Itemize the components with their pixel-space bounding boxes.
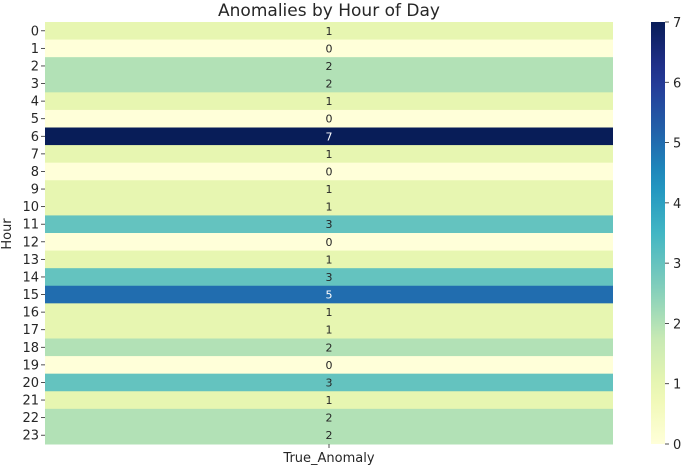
cell-value-label: 0 (326, 359, 333, 372)
y-tick-label: 11 (22, 218, 39, 233)
cell-value-label: 2 (326, 78, 333, 91)
y-tick-label: 19 (22, 358, 39, 373)
y-tick-label: 0 (31, 24, 39, 39)
y-tick-label: 23 (22, 429, 39, 444)
cell-value-label: 3 (326, 271, 333, 284)
heatmap-cell-hour-3 (45, 74, 613, 93)
colorbar-tick-label: 2 (673, 317, 681, 332)
heatmap-cell-hour-12 (45, 233, 613, 252)
cell-value-label: 1 (326, 201, 333, 214)
colorbar (651, 22, 665, 444)
y-tick-label: 22 (22, 411, 39, 426)
colorbar-tick-label: 4 (673, 197, 681, 212)
y-tick-label: 2 (31, 59, 39, 74)
colorbar-ticks: 0 1 2 3 4 5 6 7 (665, 16, 681, 453)
colorbar-tick-label: 1 (673, 378, 681, 393)
y-tick-label: 15 (22, 288, 39, 303)
y-tick-label: 12 (22, 235, 39, 250)
y-tick-label: 20 (22, 376, 39, 391)
y-tick-label: 4 (31, 95, 39, 110)
heatmap-cell-hour-16 (45, 303, 613, 322)
cell-value-label: 2 (326, 412, 333, 425)
cell-value-label: 1 (326, 148, 333, 161)
y-tick-label: 7 (31, 147, 39, 162)
cell-value-label: 1 (326, 324, 333, 337)
heatmap-cell-hour-4 (45, 92, 613, 111)
heatmap-cell-hour-21 (45, 391, 613, 410)
y-tick-label: 17 (22, 323, 39, 338)
heatmap-cell-hour-0 (45, 22, 613, 41)
heatmap-cell-hour-15 (45, 285, 613, 304)
heatmap-cell-hour-18 (45, 338, 613, 357)
cell-value-label: 2 (326, 429, 333, 442)
cell-value-label: 1 (326, 253, 333, 266)
colorbar-tick-label: 3 (673, 257, 681, 272)
cell-value-label: 2 (326, 341, 333, 354)
cell-value-label: 5 (326, 289, 333, 302)
chart-title: Anomalies by Hour of Day (218, 1, 440, 21)
y-tick-label: 10 (22, 200, 39, 215)
y-tick-label: 13 (22, 253, 39, 268)
y-tick-label: 3 (31, 77, 39, 92)
cell-value-label: 1 (326, 183, 333, 196)
heatmap-cell-hour-17 (45, 320, 613, 339)
cell-value-label: 1 (326, 306, 333, 319)
heatmap-cell-hour-11 (45, 215, 613, 234)
heatmap-cell-hour-9 (45, 180, 613, 199)
heatmap-cell-hour-8 (45, 162, 613, 181)
cell-value-label: 2 (326, 60, 333, 73)
heatmap-cell-hour-13 (45, 250, 613, 269)
cell-value-label: 0 (326, 236, 333, 249)
colorbar-tick-label: 6 (673, 76, 681, 91)
heatmap-cell-hour-1 (45, 39, 613, 58)
cell-value-label: 7 (326, 130, 333, 143)
heatmap-cell-hour-20 (45, 373, 613, 392)
colorbar-tick-label: 5 (673, 137, 681, 152)
y-tick-label: 9 (31, 183, 39, 198)
heatmap-cells (45, 22, 613, 448)
cell-value-label: 1 (326, 25, 333, 38)
colorbar-tick-label: 7 (673, 16, 681, 31)
heatmap-cell-hour-10 (45, 197, 613, 216)
cell-value-labels: 1 0 2 2 1 0 7 1 0 1 1 3 0 1 3 5 1 1 2 0 3 1 2 2 (326, 25, 333, 442)
y-axis-label: Hour (0, 218, 15, 250)
y-tick-label: 16 (22, 306, 39, 321)
heatmap-cell-hour-22 (45, 408, 613, 427)
cell-value-label: 0 (326, 42, 333, 55)
x-axis-label: True_Anomaly (282, 451, 374, 466)
y-tick-label: 5 (31, 112, 39, 127)
heatmap-cell-hour-23 (45, 426, 613, 445)
heatmap-cell-hour-5 (45, 109, 613, 128)
heatmap-cell-hour-2 (45, 57, 613, 76)
y-tick-label: 21 (22, 394, 39, 409)
cell-value-label: 0 (326, 165, 333, 178)
cell-value-label: 3 (326, 376, 333, 389)
y-tick-label: 6 (31, 130, 39, 145)
y-tick-label: 8 (31, 165, 39, 180)
cell-value-label: 3 (326, 218, 333, 231)
y-tick-label: 18 (22, 341, 39, 356)
heatmap-cell-hour-7 (45, 145, 613, 164)
y-tick-label: 14 (22, 270, 39, 285)
cell-value-label: 1 (326, 95, 333, 108)
y-tick-label: 1 (31, 42, 39, 57)
heatmap-cell-hour-6 (45, 127, 613, 146)
heatmap-cell-hour-19 (45, 356, 613, 375)
colorbar-tick-label: 0 (673, 438, 681, 453)
cell-value-label: 0 (326, 113, 333, 126)
cell-value-label: 1 (326, 394, 333, 407)
heatmap-cell-hour-14 (45, 268, 613, 287)
